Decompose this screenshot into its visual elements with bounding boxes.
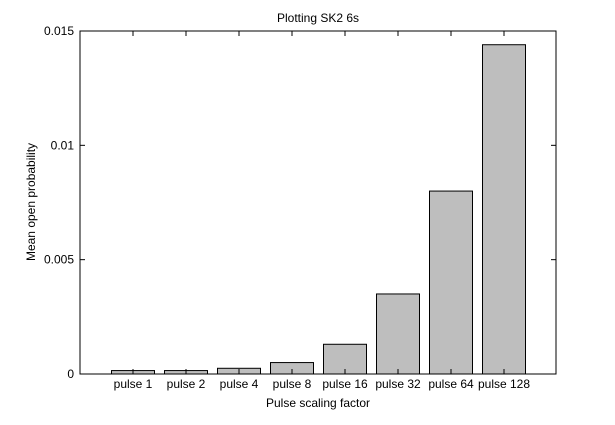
x-axis-label: Pulse scaling factor <box>266 396 370 410</box>
x-tick-label: pulse 16 <box>322 377 368 391</box>
bar-pulse-32 <box>376 293 420 375</box>
y-tick-label: 0 <box>67 367 74 381</box>
x-tick-label: pulse 128 <box>478 377 530 391</box>
chart-title: Plotting SK2 6s <box>277 11 359 25</box>
y-tick-label: 0.005 <box>44 253 74 267</box>
y-tick-label: 0.015 <box>44 24 74 38</box>
bar-pulse-128 <box>482 44 526 375</box>
bar-pulse-64 <box>429 190 473 375</box>
bars-layer <box>111 44 526 375</box>
ticks-layer: pulse 1 pulse 2 pulse 4 pulse 8 pulse 16 puls… <box>44 24 556 391</box>
x-tick-label: pulse 32 <box>375 377 421 391</box>
x-tick-label: pulse 4 <box>220 377 259 391</box>
x-tick-label: pulse 64 <box>428 377 474 391</box>
y-axis-label: Mean open probability <box>24 143 38 261</box>
y-tick-label: 0.01 <box>51 138 75 152</box>
x-tick-label: pulse 2 <box>167 377 206 391</box>
x-tick-label: pulse 8 <box>273 377 312 391</box>
x-tick-label: pulse 1 <box>114 377 153 391</box>
plot-frame <box>79 30 557 375</box>
